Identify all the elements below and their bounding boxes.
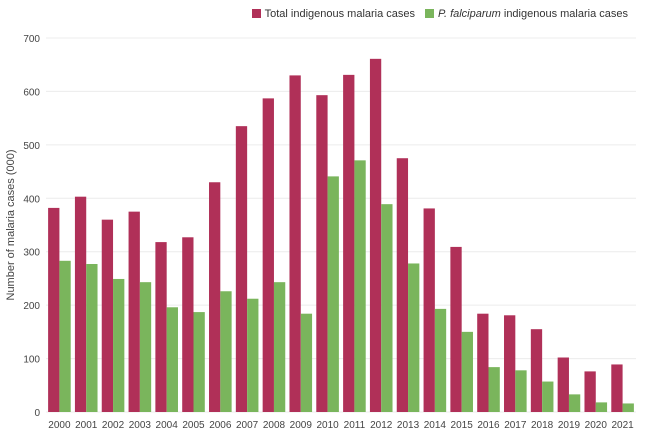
y-tick-label: 500 [23,141,40,152]
bar-total [155,242,167,412]
x-tick-label: 2000 [48,420,71,431]
y-tick-label: 300 [23,248,40,259]
y-tick-label: 700 [23,34,40,45]
y-tick-label: 100 [23,355,40,366]
x-tick-label: 2011 [344,420,366,431]
bar-falciparum [193,312,205,412]
legend-label-falciparum: indigenous malaria cases [500,8,628,20]
bar-total [48,207,60,412]
bar-total [209,182,221,412]
bar-total [396,158,409,412]
x-tick-label: 2008 [263,420,286,431]
bar-total [128,211,140,412]
bar-falciparum [59,260,71,412]
bar-total [316,95,328,412]
bar-falciparum [408,263,420,412]
bar-falciparum [86,264,98,412]
bar-total [101,219,114,412]
bar-total [369,58,382,412]
x-tick-label: 2009 [290,420,313,431]
bar-falciparum [113,278,125,412]
x-tick-label: 2012 [370,420,393,431]
bar-total [235,126,248,413]
bar-falciparum [300,313,313,412]
x-tick-label: 2014 [424,420,447,431]
x-tick-label: 2019 [558,420,581,431]
bar-falciparum [515,370,527,412]
y-tick-label: 200 [23,301,40,312]
x-tick-label: 2005 [182,420,205,431]
x-tick-label: 2020 [585,420,608,431]
x-tick-label: 2001 [75,420,98,431]
y-tick-label: 0 [34,408,40,419]
bar-falciparum [381,204,393,412]
legend-swatch-total [251,9,261,18]
x-tick-label: 2015 [451,420,474,431]
legend-label-total: Total indigenous malaria cases [264,8,416,20]
bar-falciparum [327,176,339,412]
bar-falciparum [434,308,447,412]
bar-total [74,196,87,412]
legend-swatch-falciparum [425,9,435,18]
bar-total [530,329,543,412]
x-tick-label: 2013 [397,420,420,431]
x-tick-label: 2006 [209,420,232,431]
bar-total [477,313,489,412]
y-tick-label: 600 [23,87,40,98]
y-tick-label: 400 [23,194,40,205]
bar-total [450,246,462,412]
bar-total [557,357,569,412]
bar-falciparum [568,394,581,412]
y-axis-label: Number of malaria cases (000) [5,149,17,300]
x-tick-label: 2003 [129,420,152,431]
legend-item-falciparum: P. falciparum indigenous malaria cases [425,8,628,20]
legend-item-total: Total indigenous malaria cases [251,8,416,20]
x-tick-label: 2004 [156,420,179,431]
x-tick-label: 2002 [102,420,125,431]
bar-total [504,315,516,412]
x-tick-label: 2007 [236,420,259,431]
x-tick-label: 2010 [316,420,339,431]
legend: Total indigenous malaria cases P. falcip… [251,8,628,20]
bar-total [343,74,355,412]
bar-total [289,75,301,413]
bar-total [584,371,596,412]
x-tick-label: 2021 [611,420,634,431]
x-tick-label: 2018 [531,420,554,431]
bar-falciparum [622,403,634,412]
bar-falciparum [595,402,608,412]
bar-total [262,98,274,413]
bar-total [611,364,623,412]
x-tick-label: 2016 [477,420,500,431]
bar-falciparum [354,160,366,412]
bar-falciparum [542,381,554,412]
legend-label-falciparum-italic: P. falciparum [438,8,501,20]
x-tick-label: 2017 [504,420,527,431]
bar-falciparum [166,307,178,412]
bar-falciparum [488,367,500,412]
bar-total [182,237,194,412]
bar-falciparum [273,282,286,412]
bar-falciparum [220,291,232,412]
bar-falciparum [139,282,152,412]
bar-falciparum [461,331,473,412]
bar-total [423,208,435,412]
bar-falciparum [247,298,259,412]
